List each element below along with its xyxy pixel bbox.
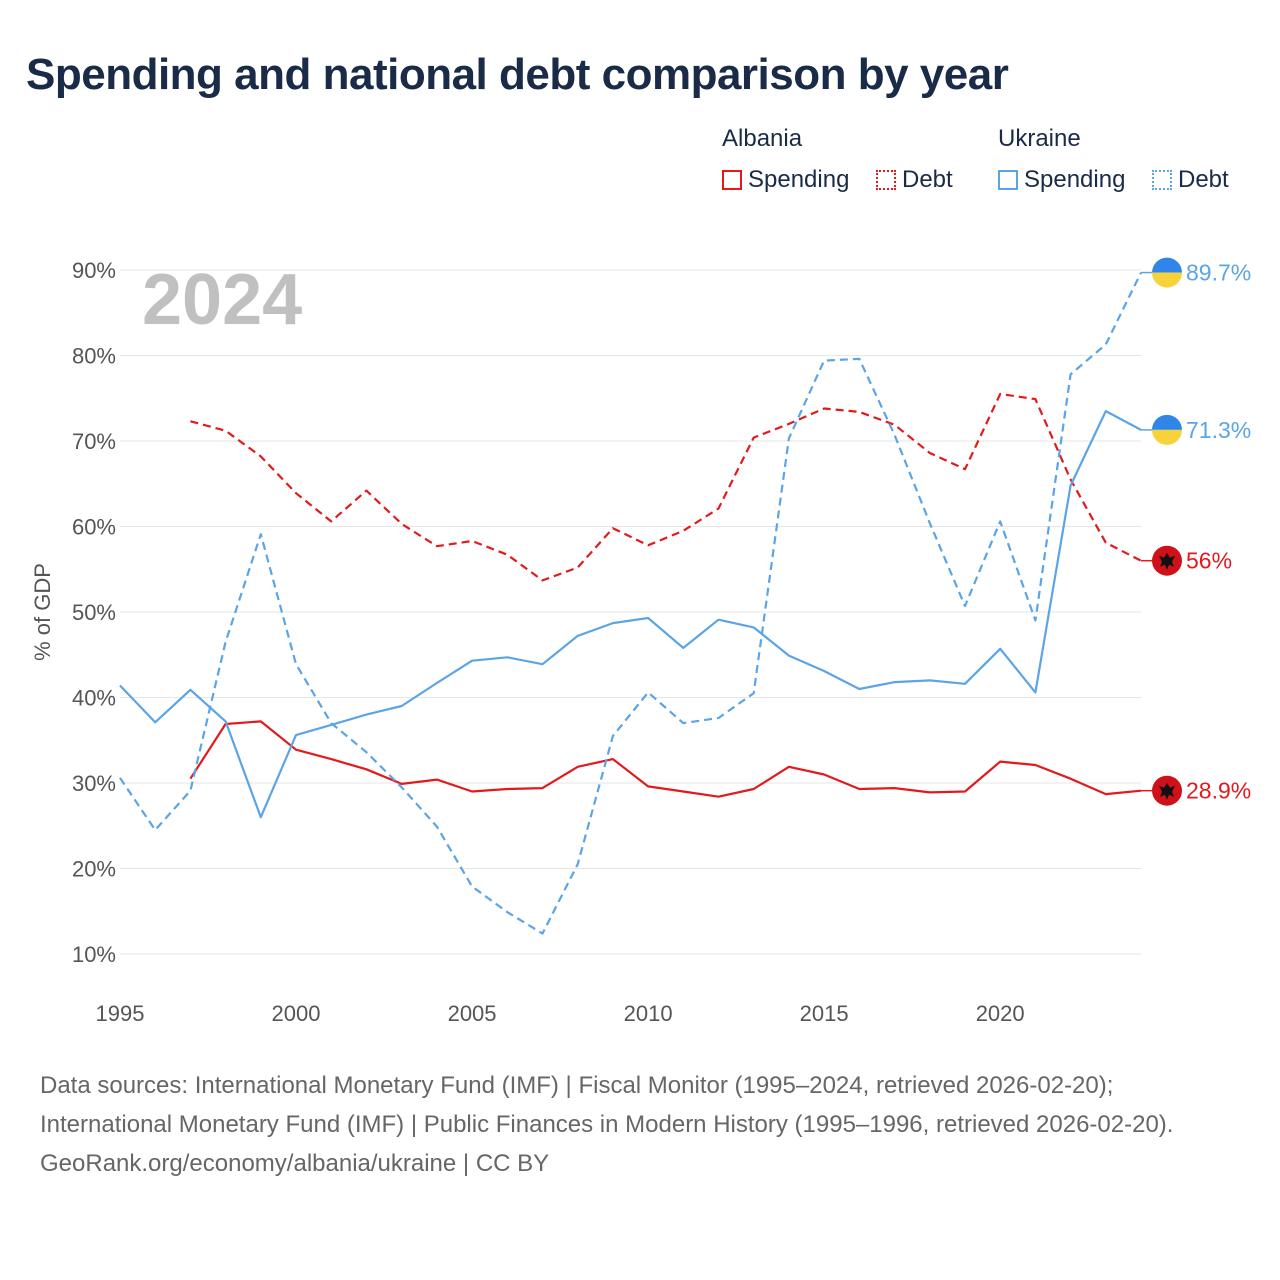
x-tick-label: 1995 xyxy=(96,1001,145,1026)
legend-ukraine-spending[interactable]: Spending xyxy=(998,166,1125,194)
y-tick-label: 70% xyxy=(72,429,116,454)
y-tick-label: 60% xyxy=(72,515,116,540)
albania-flag-icon xyxy=(1152,775,1182,806)
y-tick-label: 90% xyxy=(72,258,116,283)
end-markers: 28.9% 56% 71.3% 89.7% xyxy=(1141,257,1251,806)
year-watermark: 2024 xyxy=(142,260,302,340)
series-line-albania-spending xyxy=(189,720,1142,798)
dotted-swatch-icon xyxy=(876,170,896,190)
y-tick-label: 10% xyxy=(72,942,116,967)
y-axis-label: % of GDP xyxy=(30,563,55,661)
x-tick-label: 2000 xyxy=(272,1001,321,1026)
gridlines xyxy=(120,269,1141,955)
legend-label: Debt xyxy=(1178,166,1229,193)
footer: Data sources: International Monetary Fun… xyxy=(40,1066,1240,1183)
end-value-label: 71.3% xyxy=(1186,417,1251,443)
legend-label: Debt xyxy=(902,166,953,193)
ukraine-flag-icon xyxy=(1152,257,1182,288)
series-lines xyxy=(119,272,1142,935)
y-tick-label: 20% xyxy=(72,857,116,882)
legend-albania-debt[interactable]: Debt xyxy=(876,166,953,194)
legend-albania-title: Albania xyxy=(722,125,803,152)
y-tick-label: 40% xyxy=(72,686,116,711)
x-axis-ticks: 1995 2000 2005 2010 2015 2020 xyxy=(96,1001,1025,1026)
y-tick-label: 50% xyxy=(72,600,116,625)
attribution-link[interactable]: GeoRank.org/economy/albania/ukraine | CC… xyxy=(40,1150,550,1177)
y-axis-ticks: 10% 20% 30% 40% 50% 60% 70% 80% 90% xyxy=(72,258,116,967)
page-title: Spending and national debt comparison by… xyxy=(26,50,1009,99)
x-tick-label: 2010 xyxy=(624,1001,673,1026)
line-chart: 2024 % of GDP 10% 20% 30% 40% 50% 60% 70% 80% 90… xyxy=(30,257,1251,1026)
x-tick-label: 2020 xyxy=(976,1001,1025,1026)
legend-ukraine-debt[interactable]: Debt xyxy=(1152,166,1229,194)
legend-albania-spending[interactable]: Spending xyxy=(722,166,849,194)
series-line-albania-debt xyxy=(190,392,1142,582)
data-sources: Data sources: International Monetary Fun… xyxy=(40,1072,1174,1138)
y-tick-label: 30% xyxy=(72,771,116,796)
solid-swatch-icon xyxy=(998,170,1018,190)
albania-flag-icon xyxy=(1152,545,1182,576)
end-value-label: 89.7% xyxy=(1186,260,1251,286)
y-tick-label: 80% xyxy=(72,344,116,369)
ukraine-flag-icon xyxy=(1152,414,1182,445)
end-value-label: 56% xyxy=(1186,548,1232,574)
x-tick-label: 2015 xyxy=(800,1001,849,1026)
dotted-swatch-icon xyxy=(1152,170,1172,190)
legend-ukraine-title: Ukraine xyxy=(998,125,1081,152)
x-tick-label: 2005 xyxy=(448,1001,497,1026)
legend-label: Spending xyxy=(748,166,850,193)
end-value-label: 28.9% xyxy=(1186,778,1251,804)
solid-swatch-icon xyxy=(722,170,742,190)
legend-label: Spending xyxy=(1024,166,1126,193)
series-line-ukraine-spending xyxy=(119,410,1142,819)
series-line-ukraine-debt xyxy=(119,272,1142,935)
